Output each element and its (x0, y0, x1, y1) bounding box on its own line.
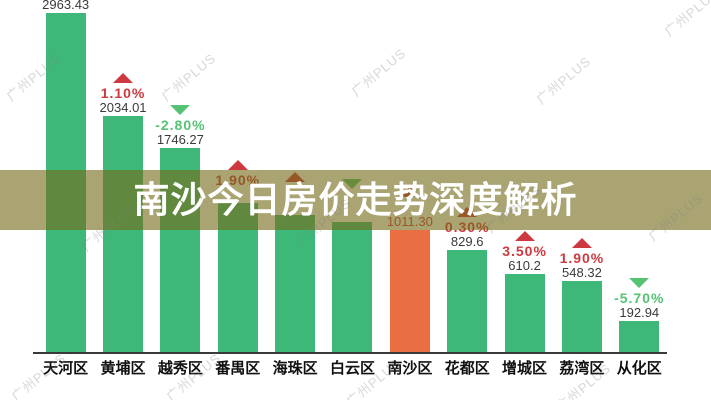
x-axis-label-荔湾区: 荔湾区 (559, 360, 605, 377)
bar-海珠区 (275, 215, 316, 352)
up-arrow-icon (227, 160, 248, 170)
bar-label-stack: 2963.43 (29, 0, 102, 12)
x-axis-label-南沙区: 南沙区 (387, 360, 433, 377)
pct-change-label: -2.80% (155, 117, 206, 133)
bar-group-增城区: 3.50% 610.2 (496, 0, 553, 352)
x-axis-label-番禺区: 番禺区 (215, 360, 261, 377)
value-label: 829.6 (450, 234, 484, 249)
bar-从化区 (619, 321, 660, 352)
page-title: 南沙今日房价走势深度解析 (133, 179, 578, 220)
bar-group-从化区: -5.70% 192.94 (611, 0, 668, 352)
value-label: 192.94 (619, 305, 660, 320)
x-axis-label-从化区: 从化区 (616, 360, 662, 377)
bar-label-stack: 3.50% 610.2 (488, 231, 561, 273)
up-arrow-icon (514, 231, 535, 241)
value-label: 1746.27 (156, 132, 204, 147)
bar-label-stack: 1.10% 2034.01 (86, 73, 159, 115)
x-axis-label-海珠区: 海珠区 (272, 360, 318, 377)
x-axis-label-越秀区: 越秀区 (157, 360, 203, 377)
x-axis-label-天河区: 天河区 (43, 360, 89, 377)
value-label: 2034.01 (99, 100, 147, 115)
bar-白云区 (332, 222, 373, 352)
x-axis-line (33, 352, 667, 354)
up-arrow-icon (571, 238, 592, 248)
x-axis-label-白云区: 白云区 (329, 360, 375, 377)
bar-label-stack: 1.90% 548.32 (545, 238, 618, 280)
bar-南沙区 (389, 230, 430, 352)
x-axis-label-花都区: 花都区 (444, 360, 490, 377)
down-arrow-icon (629, 278, 650, 288)
bar-花都区 (447, 250, 488, 352)
bar-label-stack: -5.70% 192.94 (603, 278, 676, 320)
down-arrow-icon (170, 105, 191, 115)
value-label: 610.2 (508, 258, 541, 273)
pct-change-label: -5.70% (614, 290, 665, 306)
bar-增城区 (504, 274, 545, 352)
title-banner: 南沙今日房价走势深度解析 (0, 170, 711, 230)
bar-黄埔区 (103, 116, 144, 352)
value-label: 2963.43 (42, 0, 90, 12)
x-axis-labels: 天河区 黄埔区 越秀区 番禺区 海珠区 白云区 南沙区 花都区 增城区 荔湾区 从化区 (37, 357, 668, 378)
value-label: 548.32 (562, 265, 602, 280)
pct-change-label: 1.90% (559, 250, 605, 266)
x-axis-label-黄埔区: 黄埔区 (100, 360, 146, 377)
pct-change-label: 3.50% (502, 243, 547, 259)
bar-group-荔湾区: 1.90% 548.32 (553, 0, 610, 352)
pct-change-label: 1.10% (100, 85, 146, 101)
bar-group-黄埔区: 1.10% 2034.01 (94, 0, 151, 352)
up-arrow-icon (113, 73, 134, 83)
bar-荔湾区 (561, 281, 602, 352)
x-axis-label-增城区: 增城区 (502, 360, 548, 377)
bar-label-stack: -2.80% 1746.27 (144, 105, 217, 147)
